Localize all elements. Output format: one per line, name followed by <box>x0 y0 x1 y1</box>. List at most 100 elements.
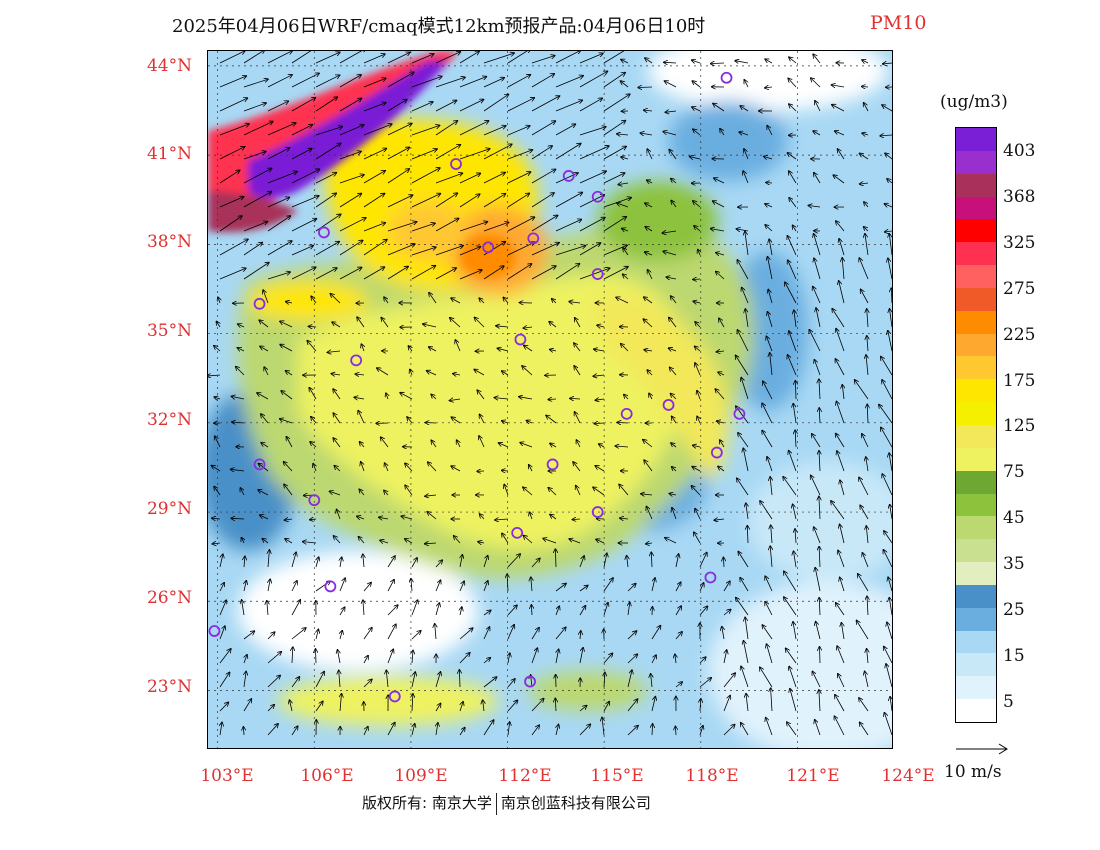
wind-vector <box>333 438 341 448</box>
wind-vector <box>787 236 797 256</box>
wind-vector <box>363 267 384 280</box>
wind-vector <box>793 225 797 232</box>
legend-unit: (ug/m3) <box>940 92 1008 112</box>
wind-vector <box>291 628 306 640</box>
wind-vector <box>429 347 437 352</box>
wind-vector <box>890 697 892 712</box>
wind-vector <box>649 393 652 400</box>
wind-vector <box>663 132 677 136</box>
wind-vector <box>579 195 604 208</box>
copyright-footer: 版权所有: 南京大学 南京创蓝科技有限公司 <box>362 792 651 815</box>
lat-label: 35°N <box>146 321 192 341</box>
wind-vector <box>555 124 575 136</box>
wind-vector <box>411 266 435 280</box>
wind-vector <box>411 672 415 688</box>
wind-vector <box>494 398 509 399</box>
wind-vector <box>789 198 797 208</box>
wind-vector <box>579 71 607 88</box>
legend-swatch <box>956 402 996 426</box>
wind-vector <box>423 324 437 328</box>
wind-vector <box>783 477 797 496</box>
wind-vector <box>307 341 317 352</box>
wind-vector <box>552 299 557 303</box>
wind-vector <box>363 171 385 184</box>
wind-vector <box>284 484 293 496</box>
wind-vector <box>507 625 514 640</box>
wind-vector <box>860 505 869 520</box>
wind-vector <box>867 309 868 328</box>
wind-vector <box>886 664 892 688</box>
wind-vector <box>219 583 224 592</box>
wind-vector <box>831 501 845 520</box>
wind-vector <box>832 105 845 112</box>
wind-vector <box>815 101 821 112</box>
wind-vector <box>743 171 749 184</box>
wind-vector <box>291 581 297 592</box>
wind-vector <box>529 512 532 520</box>
wind-vector <box>387 147 409 160</box>
wind-vector <box>736 598 749 616</box>
legend-label: 175 <box>1003 370 1036 391</box>
wind-vector <box>888 331 892 352</box>
wind-vector <box>219 626 225 640</box>
wind-vector <box>315 143 341 160</box>
wind-vector <box>450 318 461 328</box>
legend-swatch <box>956 653 996 677</box>
wind-vector <box>243 631 254 640</box>
wind-vector <box>833 175 845 184</box>
wind-vector <box>479 298 485 304</box>
wind-vector <box>883 550 892 568</box>
legend-label: 35 <box>1003 554 1025 575</box>
wind-vector <box>363 124 392 136</box>
wind-vector <box>387 52 410 64</box>
wind-vector <box>671 201 677 208</box>
wind-vector <box>840 524 845 544</box>
wind-vector <box>529 465 532 472</box>
wind-vector <box>789 57 797 64</box>
wind-vector <box>767 457 773 472</box>
wind-vector <box>671 394 677 400</box>
color-legend <box>955 127 997 723</box>
wind-vector <box>593 375 605 376</box>
wind-vector <box>339 240 363 256</box>
wind-vector <box>453 374 461 375</box>
wind-vector <box>507 193 529 208</box>
wind-vector <box>524 345 533 352</box>
wind-vector <box>555 606 559 616</box>
wind-vector <box>882 105 892 112</box>
wind-vector <box>762 625 773 640</box>
wind-vector <box>671 179 677 184</box>
wind-vector <box>291 125 312 136</box>
wind-vector <box>672 467 677 471</box>
station-marker <box>591 190 604 203</box>
wind-vector <box>531 605 532 616</box>
wind-vector <box>219 197 244 208</box>
wind-vector <box>692 467 701 472</box>
wind-vector <box>291 169 319 184</box>
wind-vector <box>603 73 625 88</box>
wind-vector <box>315 701 323 712</box>
wind-vector <box>675 632 682 640</box>
wind-vector <box>454 536 461 544</box>
wind-vector <box>550 443 557 447</box>
wind-vector <box>531 96 560 112</box>
wind-vector <box>236 367 245 376</box>
wind-vector <box>836 329 845 352</box>
wind-vector <box>412 724 415 736</box>
wind-vector <box>377 368 389 376</box>
wind-vector <box>429 293 437 304</box>
wind-vector <box>699 678 711 688</box>
wind-vector <box>261 414 269 424</box>
wind-vector <box>739 132 749 135</box>
wind-vector <box>837 451 845 472</box>
wind-vector <box>387 267 408 280</box>
wind-vector <box>723 696 730 712</box>
wind-vector <box>556 725 559 736</box>
wind-vector <box>793 404 797 424</box>
wind-vector <box>795 430 796 448</box>
wind-vector <box>718 372 725 375</box>
wind-vector <box>693 201 701 208</box>
wind-vector <box>495 519 509 520</box>
wind-vector <box>387 723 395 736</box>
wind-vector <box>267 705 274 712</box>
